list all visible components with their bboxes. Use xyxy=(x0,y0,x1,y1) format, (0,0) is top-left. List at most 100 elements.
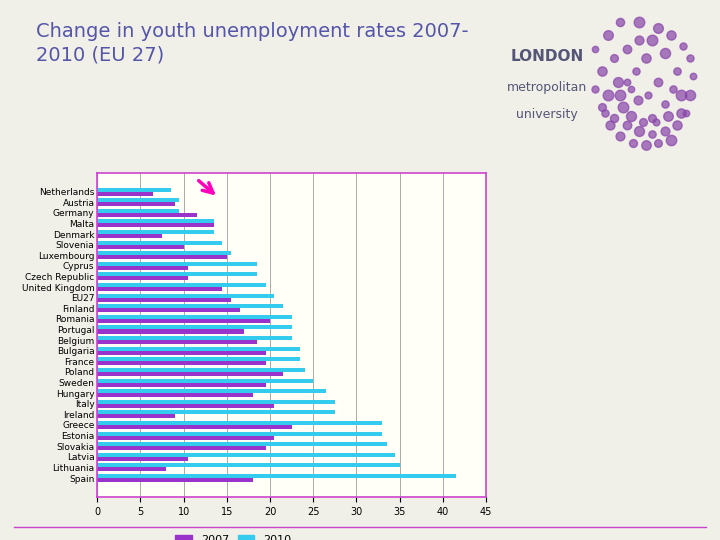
Bar xyxy=(97,389,326,393)
Point xyxy=(659,49,670,57)
Bar xyxy=(97,198,179,202)
Point xyxy=(646,36,657,45)
Bar xyxy=(97,272,257,276)
Point xyxy=(627,139,639,147)
Bar xyxy=(97,421,382,425)
Bar xyxy=(97,368,305,372)
Point xyxy=(621,121,633,130)
Bar xyxy=(97,410,335,414)
Point xyxy=(634,126,645,135)
Point xyxy=(665,136,677,144)
Bar xyxy=(97,287,222,291)
Point xyxy=(596,67,608,76)
Bar xyxy=(97,187,171,192)
Point xyxy=(596,103,608,111)
Bar xyxy=(97,393,253,397)
Bar xyxy=(97,308,240,312)
Point xyxy=(615,18,626,26)
Point xyxy=(675,90,687,99)
Point xyxy=(615,90,626,99)
Bar xyxy=(97,224,214,227)
Bar xyxy=(97,230,214,234)
Bar xyxy=(97,234,162,238)
Bar xyxy=(97,382,266,387)
Point xyxy=(680,108,692,117)
Point xyxy=(640,141,652,150)
Bar xyxy=(97,400,335,404)
Bar xyxy=(97,326,292,329)
Text: metropolitan: metropolitan xyxy=(507,81,588,94)
Bar xyxy=(97,298,231,302)
Bar xyxy=(97,347,300,350)
Text: LONDON: LONDON xyxy=(510,49,584,64)
Point xyxy=(662,112,674,120)
Bar xyxy=(97,241,222,245)
Point xyxy=(608,114,620,123)
Point xyxy=(637,117,649,126)
Point xyxy=(671,67,683,76)
Bar xyxy=(97,478,253,482)
Bar xyxy=(97,283,266,287)
Point xyxy=(652,78,664,86)
Point xyxy=(625,112,636,120)
Point xyxy=(615,132,626,140)
Point xyxy=(652,139,664,147)
Point xyxy=(632,96,644,104)
Bar xyxy=(97,442,387,446)
Bar xyxy=(97,251,231,255)
Bar xyxy=(97,304,283,308)
Point xyxy=(667,85,679,93)
Bar xyxy=(97,315,292,319)
Bar xyxy=(97,219,214,224)
Point xyxy=(652,23,664,32)
Bar xyxy=(97,329,244,334)
Point xyxy=(621,45,633,53)
Bar xyxy=(97,453,395,457)
Bar xyxy=(97,192,153,195)
Point xyxy=(634,36,645,45)
Bar xyxy=(97,266,188,270)
Point xyxy=(678,42,689,50)
Bar xyxy=(97,468,166,471)
Bar xyxy=(97,372,283,376)
Point xyxy=(600,108,611,117)
Point xyxy=(688,72,699,81)
Bar xyxy=(97,245,184,248)
Bar xyxy=(97,213,197,217)
Point xyxy=(665,31,677,39)
Bar xyxy=(97,404,274,408)
Bar xyxy=(97,436,274,440)
Bar xyxy=(97,379,313,382)
Bar xyxy=(97,262,257,266)
Point xyxy=(675,108,687,117)
Text: Change in youth unemployment rates 2007-
2010 (EU 27): Change in youth unemployment rates 2007-… xyxy=(36,22,469,64)
Point xyxy=(621,78,633,86)
Bar xyxy=(97,340,257,344)
Bar xyxy=(97,361,266,366)
Point xyxy=(659,126,670,135)
Bar xyxy=(97,431,382,436)
Point xyxy=(630,67,642,76)
Bar xyxy=(97,294,274,298)
Point xyxy=(684,90,696,99)
Point xyxy=(602,31,613,39)
Point xyxy=(590,85,601,93)
Bar xyxy=(97,425,292,429)
Point xyxy=(684,54,696,63)
Bar xyxy=(97,474,456,478)
Bar xyxy=(97,255,227,259)
Bar xyxy=(97,350,266,355)
Bar xyxy=(97,202,175,206)
Point xyxy=(602,90,613,99)
Bar xyxy=(97,457,188,461)
Legend: 2007, 2010: 2007, 2010 xyxy=(171,530,296,540)
Bar xyxy=(97,357,300,361)
Bar xyxy=(97,319,270,323)
Bar xyxy=(97,276,188,280)
Text: university: university xyxy=(516,108,578,121)
Point xyxy=(612,78,624,86)
Point xyxy=(605,121,616,130)
Bar xyxy=(97,209,179,213)
Point xyxy=(646,114,657,123)
Point xyxy=(659,99,670,108)
